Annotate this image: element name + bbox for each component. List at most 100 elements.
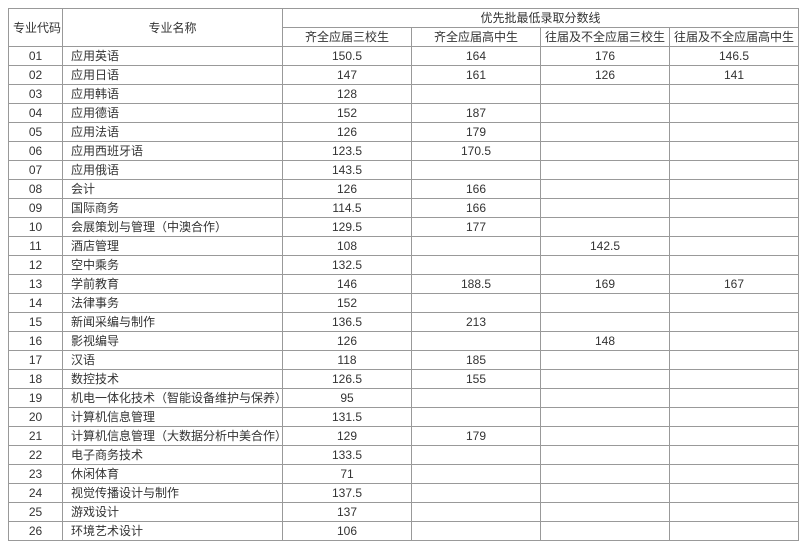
cell-name: 环境艺术设计 <box>63 522 283 541</box>
cell-name: 应用法语 <box>63 123 283 142</box>
cell-s2 <box>412 256 541 275</box>
cell-code: 08 <box>9 180 63 199</box>
cell-s2 <box>412 332 541 351</box>
cell-s2 <box>412 408 541 427</box>
header-c1: 齐全应届三校生 <box>283 28 412 47</box>
table-row: 18数控技术126.5155 <box>9 370 799 389</box>
table-row: 21计算机信息管理（大数据分析中美合作）129179 <box>9 427 799 446</box>
cell-s3 <box>541 351 670 370</box>
cell-s3 <box>541 180 670 199</box>
cell-s1: 126 <box>283 180 412 199</box>
cell-s2: 185 <box>412 351 541 370</box>
cell-name: 应用德语 <box>63 104 283 123</box>
cell-s1: 131.5 <box>283 408 412 427</box>
cell-name: 应用俄语 <box>63 161 283 180</box>
cell-s4 <box>670 199 799 218</box>
table-row: 13学前教育146188.5169167 <box>9 275 799 294</box>
cell-s4: 167 <box>670 275 799 294</box>
header-c2: 齐全应届高中生 <box>412 28 541 47</box>
table-row: 15新闻采编与制作136.5213 <box>9 313 799 332</box>
cell-code: 01 <box>9 47 63 66</box>
cell-s3: 148 <box>541 332 670 351</box>
table-body: 01应用英语150.5164176146.502应用日语147161126141… <box>9 47 799 541</box>
cell-s3 <box>541 446 670 465</box>
cell-s2: 166 <box>412 199 541 218</box>
admission-scores-table: 专业代码 专业名称 优先批最低录取分数线 齐全应届三校生 齐全应届高中生 往届及… <box>8 8 799 541</box>
cell-code: 12 <box>9 256 63 275</box>
cell-s3 <box>541 465 670 484</box>
cell-s4 <box>670 370 799 389</box>
cell-s4 <box>670 446 799 465</box>
cell-name: 学前教育 <box>63 275 283 294</box>
table-row: 01应用英语150.5164176146.5 <box>9 47 799 66</box>
cell-code: 22 <box>9 446 63 465</box>
cell-s2 <box>412 465 541 484</box>
cell-s1: 129.5 <box>283 218 412 237</box>
cell-s2 <box>412 161 541 180</box>
cell-s1: 137 <box>283 503 412 522</box>
cell-s4 <box>670 484 799 503</box>
cell-s4 <box>670 256 799 275</box>
cell-s3 <box>541 199 670 218</box>
cell-s2 <box>412 389 541 408</box>
cell-name: 会计 <box>63 180 283 199</box>
cell-name: 休闲体育 <box>63 465 283 484</box>
cell-s1: 133.5 <box>283 446 412 465</box>
cell-s2: 170.5 <box>412 142 541 161</box>
cell-s1: 118 <box>283 351 412 370</box>
cell-name: 国际商务 <box>63 199 283 218</box>
table-row: 09国际商务114.5166 <box>9 199 799 218</box>
table-row: 19机电一体化技术（智能设备维护与保养）95 <box>9 389 799 408</box>
cell-s4 <box>670 313 799 332</box>
cell-code: 10 <box>9 218 63 237</box>
cell-code: 05 <box>9 123 63 142</box>
cell-name: 视觉传播设计与制作 <box>63 484 283 503</box>
cell-s1: 146 <box>283 275 412 294</box>
table-row: 10会展策划与管理（中澳合作）129.5177 <box>9 218 799 237</box>
cell-code: 13 <box>9 275 63 294</box>
cell-s4 <box>670 104 799 123</box>
cell-code: 25 <box>9 503 63 522</box>
cell-name: 数控技术 <box>63 370 283 389</box>
header-c4: 往届及不全应届高中生 <box>670 28 799 47</box>
cell-s2 <box>412 446 541 465</box>
cell-s1: 106 <box>283 522 412 541</box>
table-row: 22电子商务技术133.5 <box>9 446 799 465</box>
cell-s1: 126 <box>283 123 412 142</box>
cell-s3 <box>541 370 670 389</box>
header-score-group: 优先批最低录取分数线 <box>283 9 799 28</box>
cell-s3 <box>541 313 670 332</box>
cell-s3: 142.5 <box>541 237 670 256</box>
cell-s2: 188.5 <box>412 275 541 294</box>
table-row: 02应用日语147161126141 <box>9 66 799 85</box>
cell-s1: 137.5 <box>283 484 412 503</box>
table-row: 05应用法语126179 <box>9 123 799 142</box>
cell-s3: 169 <box>541 275 670 294</box>
table-row: 12空中乘务132.5 <box>9 256 799 275</box>
cell-code: 09 <box>9 199 63 218</box>
cell-s1: 143.5 <box>283 161 412 180</box>
cell-s1: 136.5 <box>283 313 412 332</box>
cell-code: 17 <box>9 351 63 370</box>
cell-s4 <box>670 465 799 484</box>
cell-code: 06 <box>9 142 63 161</box>
table-row: 25游戏设计137 <box>9 503 799 522</box>
cell-s2: 179 <box>412 427 541 446</box>
cell-s3 <box>541 484 670 503</box>
table-row: 23休闲体育71 <box>9 465 799 484</box>
cell-s2 <box>412 237 541 256</box>
cell-name: 影视编导 <box>63 332 283 351</box>
cell-s1: 150.5 <box>283 47 412 66</box>
cell-code: 03 <box>9 85 63 104</box>
cell-code: 07 <box>9 161 63 180</box>
cell-s2 <box>412 294 541 313</box>
cell-s4 <box>670 180 799 199</box>
cell-s4 <box>670 332 799 351</box>
cell-s1: 71 <box>283 465 412 484</box>
cell-s3 <box>541 123 670 142</box>
cell-code: 11 <box>9 237 63 256</box>
cell-s1: 129 <box>283 427 412 446</box>
cell-code: 24 <box>9 484 63 503</box>
cell-s4 <box>670 161 799 180</box>
cell-s2: 161 <box>412 66 541 85</box>
